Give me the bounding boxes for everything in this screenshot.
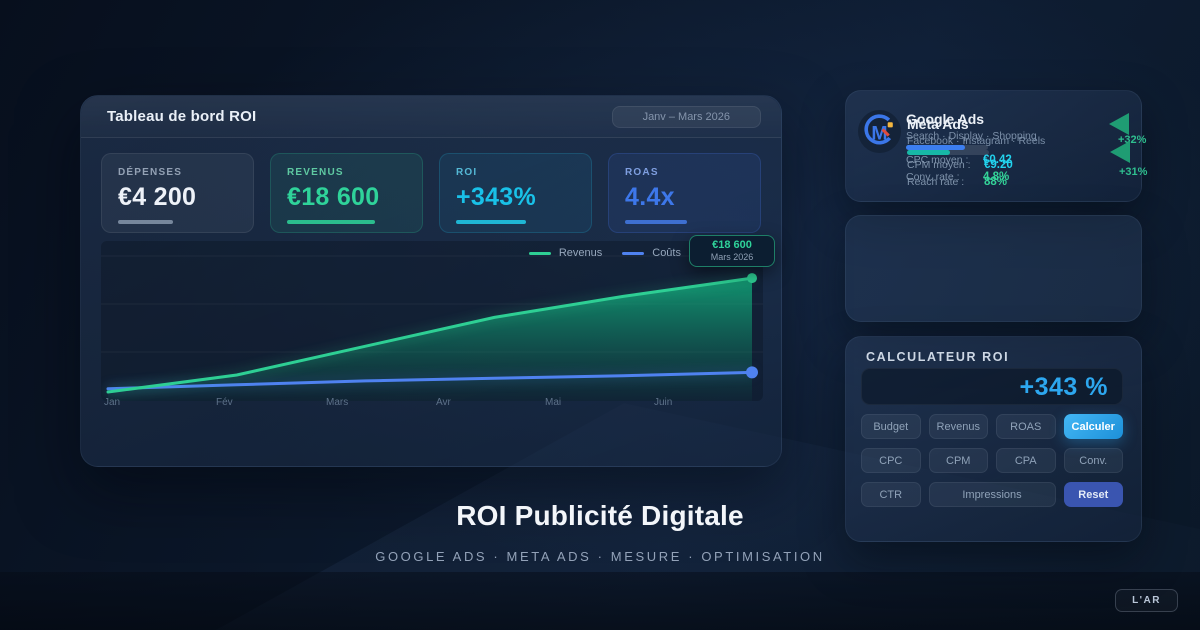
calc-button-budget[interactable]: Budget	[861, 414, 921, 439]
tooltip-date: Mars 2026	[710, 252, 754, 262]
couts-swatch-icon	[622, 251, 645, 255]
stat-value: €18 600	[287, 183, 380, 211]
metric-value: 4.8%	[983, 171, 1010, 183]
metric-value: €0.42	[983, 154, 1012, 166]
empty-panel	[845, 215, 1142, 322]
trend-triangle-icon	[1109, 113, 1129, 135]
metric-value: €9.20	[984, 159, 1013, 171]
metric-value: 88%	[984, 176, 1008, 188]
legend-label: Revenus	[558, 247, 603, 259]
stats-row: DÉPENSES €4 200 REVENUS €18 600 ROI +343…	[101, 153, 761, 233]
calculator-title: CALCULATEUR ROI	[866, 350, 1010, 364]
couts-line	[106, 370, 754, 391]
background-floor-decor	[0, 572, 1200, 630]
x-axis-label: Fév	[216, 397, 233, 408]
platform-title: Meta Ads	[907, 116, 969, 132]
platform-metric-row: Conv. rate : 4.8%	[906, 171, 1056, 183]
platform-metric-row: CPM moyen : €9.20	[907, 159, 1057, 171]
dashboard-card: Tableau de bord ROI Janv – Mars 2026 DÉP…	[80, 95, 782, 467]
platform-metric-row: CPC moyen : €0.42	[906, 154, 1056, 166]
stat-accent-bar	[456, 220, 526, 224]
platform-subtitle: Search · Display · Shopping	[906, 130, 1037, 142]
stat-value: €4 200	[118, 183, 197, 211]
revenus-swatch-icon	[528, 251, 551, 255]
stat-value: +343%	[456, 183, 537, 211]
platform-layer-meta: Meta Ads Facebook · Instagram · Reels CP…	[847, 96, 1147, 206]
x-axis-label: Juin	[654, 397, 673, 408]
platform-card[interactable]: M Google Ads Search · Display · Shopping…	[845, 90, 1147, 202]
platform-progress-track	[907, 150, 989, 155]
dashboard-title: Tableau de bord ROI	[107, 108, 257, 125]
x-axis-label: Mars	[326, 397, 349, 408]
stat-card-depenses: DÉPENSES €4 200	[101, 153, 254, 233]
area-chart-canvas	[101, 255, 763, 401]
platform-subtitle: Facebook · Instagram · Reels	[907, 135, 1046, 147]
corner-button[interactable]: L'AR	[1115, 589, 1178, 612]
roi-calculator: CALCULATEUR ROI +343 % Budget Revenus RO…	[845, 336, 1142, 542]
x-axis-label: Avr	[436, 397, 451, 408]
x-axis-label: Jan	[104, 397, 121, 408]
chart-legend: Revenus Coûts	[528, 247, 681, 259]
platform-metric-row: Reach rate : 88%	[907, 176, 1057, 188]
platform-title: Google Ads	[906, 111, 985, 127]
platform-progress-fill	[906, 145, 966, 150]
legend-item-couts[interactable]: Coûts	[622, 247, 681, 259]
calc-button-reset[interactable]: Reset	[1063, 482, 1123, 507]
page-title: ROI Publicité Digitale	[456, 500, 744, 531]
stat-label: ROAS	[625, 167, 659, 178]
date-range-pill[interactable]: Janv – Mars 2026	[611, 105, 761, 128]
x-axis-label: Mai	[545, 397, 562, 408]
stat-label: REVENUS	[287, 167, 344, 178]
couts-endpoint-dot	[746, 366, 758, 379]
stat-accent-bar	[625, 220, 687, 224]
calc-button-ctr[interactable]: CTR	[861, 482, 921, 507]
google-meta-logo-icon: M	[857, 109, 902, 154]
stat-label: ROI	[456, 167, 478, 178]
metric-label: CPM moyen :	[907, 159, 971, 171]
stat-card-roas: ROAS 4.4x	[608, 153, 761, 233]
trend-value: +31%	[1119, 166, 1148, 178]
revenus-endpoint-dot	[747, 273, 757, 284]
trend-triangle-icon	[1110, 141, 1130, 163]
calculator-keypad: Budget Revenus ROAS Calculer CPC CPM CPA…	[861, 414, 1123, 507]
revenus-line	[106, 276, 754, 394]
calc-button-revenus[interactable]: Revenus	[928, 414, 988, 439]
platform-progress-fill	[907, 150, 950, 155]
calc-button-cpm[interactable]: CPM	[928, 448, 988, 473]
revenus-area-fill	[108, 278, 752, 401]
metric-label: Conv. rate :	[906, 171, 960, 183]
legend-item-revenus[interactable]: Revenus	[528, 247, 603, 259]
calc-button-calculer[interactable]: Calculer	[1063, 414, 1123, 439]
stat-value: 4.4x	[625, 183, 675, 211]
stat-accent-bar	[118, 220, 173, 224]
calc-button-cpa[interactable]: CPA	[996, 448, 1056, 473]
roi-chart-panel: Revenus Coûts €18 600 Mars 2026 Jan Fév …	[101, 235, 775, 408]
legend-label: Coûts	[652, 247, 681, 259]
tooltip-value: €18 600	[712, 239, 752, 251]
calc-button-impressions[interactable]: Impressions	[928, 482, 1056, 507]
page-subtitle: GOOGLE ADS · META ADS · MESURE · OPTIMIS…	[375, 549, 825, 564]
chart-tooltip: €18 600 Mars 2026	[689, 235, 775, 267]
calculator-display: +343 %	[861, 368, 1123, 405]
metric-label: CPC moyen :	[906, 154, 969, 166]
platform-progress-track	[906, 145, 988, 150]
stat-label: DÉPENSES	[118, 167, 183, 178]
dashboard-header: Tableau de bord ROI Janv – Mars 2026	[81, 96, 781, 138]
calc-button-roas[interactable]: ROAS	[996, 414, 1056, 439]
stat-accent-bar	[287, 220, 375, 224]
calc-button-cpc[interactable]: CPC	[861, 448, 921, 473]
calc-button-conv[interactable]: Conv.	[1063, 448, 1123, 473]
stat-card-roi: ROI +343%	[439, 153, 592, 233]
metric-label: Reach rate :	[907, 176, 965, 188]
svg-text:M: M	[871, 123, 887, 145]
stat-card-revenus: REVENUS €18 600	[270, 153, 423, 233]
